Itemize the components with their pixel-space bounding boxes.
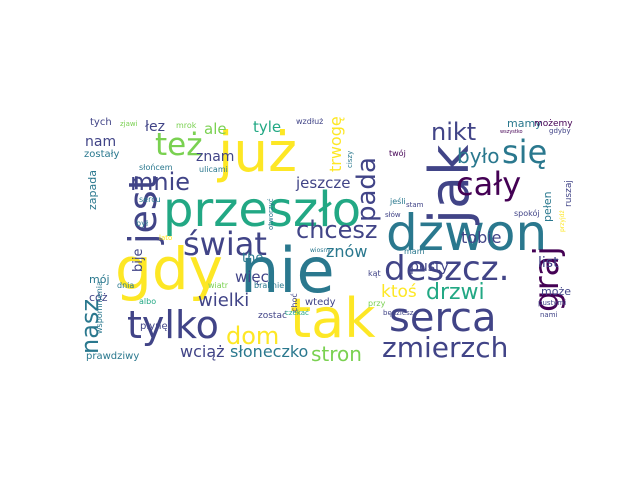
word-swiat: świat bbox=[183, 225, 267, 263]
word-sercu: sercu bbox=[139, 195, 161, 204]
word-mnie: mnie bbox=[130, 168, 191, 196]
word-tak: tak bbox=[290, 287, 376, 350]
word-zostaly: zostały bbox=[84, 149, 120, 160]
word-trwoge: trwogę bbox=[326, 116, 345, 172]
word-ulicami: ulicami bbox=[199, 165, 228, 174]
word-czekac: czekać bbox=[285, 309, 309, 317]
word-przyjdz: przyjdź bbox=[559, 210, 566, 232]
word-nam: nam bbox=[85, 134, 117, 150]
word-tobie: tobie bbox=[461, 228, 502, 247]
word-zmierzch: zmierzch bbox=[382, 331, 509, 364]
word-stron: stron bbox=[311, 342, 362, 366]
word-nikt: nikt bbox=[431, 118, 477, 146]
word-pusty: pusty bbox=[410, 259, 449, 275]
word-chcesz: chcesz bbox=[296, 216, 378, 244]
word-jeszcze: jeszcze bbox=[296, 174, 351, 192]
word-juz: już bbox=[218, 120, 298, 184]
word-pelen: pełen bbox=[541, 191, 554, 222]
word-albo: albo bbox=[139, 297, 157, 306]
word-zostac: zostać bbox=[258, 311, 287, 321]
word-sie: się bbox=[502, 133, 548, 171]
word-mamy: mamy bbox=[507, 117, 542, 130]
word-deszcz: deszcz. bbox=[384, 249, 510, 289]
word-wiatr: wiatr bbox=[208, 281, 229, 290]
word-tyle: tyle bbox=[253, 118, 282, 136]
word-jesli: jeśli bbox=[390, 197, 406, 206]
word-znam: znam bbox=[196, 149, 235, 165]
word-pada: pada bbox=[352, 157, 382, 222]
word-mozemy: możemy bbox=[534, 119, 573, 129]
word-stam: stam bbox=[406, 201, 424, 209]
word-plyne: płynę bbox=[140, 321, 168, 332]
word-wtedy: wtedy bbox=[305, 297, 336, 308]
word-dnia: dnia bbox=[117, 281, 135, 290]
word-sloneczko: słoneczko bbox=[230, 342, 309, 361]
word-serca: serca bbox=[389, 295, 497, 341]
word-mrok: mrok bbox=[176, 121, 197, 130]
word-moj: mój bbox=[89, 273, 110, 286]
word-braknie: braknie bbox=[254, 281, 285, 290]
word-wielki: wielki bbox=[198, 290, 250, 311]
word-ale: ale bbox=[204, 120, 227, 138]
word-przy: przy bbox=[368, 299, 386, 308]
word-wzdluz: wzdłuż bbox=[296, 117, 324, 126]
word-dom: dom bbox=[226, 322, 280, 350]
word-ruszaj: ruszaj bbox=[564, 180, 574, 207]
word-nie: nie bbox=[240, 234, 335, 307]
word-tych: tych bbox=[90, 117, 112, 128]
word-list: list bbox=[538, 255, 559, 271]
word-ktos: ktoś bbox=[381, 282, 417, 302]
word-tylko: tylko bbox=[127, 303, 219, 347]
word-gdy: gdy bbox=[115, 235, 223, 303]
word-wciaz: wciąż bbox=[180, 342, 225, 361]
word-choc: choć bbox=[290, 293, 299, 312]
word-wiec: więc bbox=[235, 268, 269, 286]
word-bije: bije bbox=[131, 248, 146, 272]
word-spokoj: spokój bbox=[514, 209, 540, 218]
word-slonecem: słońcem bbox=[139, 163, 173, 172]
word-slow: słów bbox=[385, 211, 401, 219]
word-nami: nami bbox=[540, 311, 558, 319]
word-coz: cóż bbox=[89, 291, 108, 304]
word-mam: mam bbox=[404, 247, 425, 256]
word-dzwon: dzwon bbox=[386, 204, 548, 262]
word-gdyby: gdyby bbox=[549, 127, 571, 135]
word-wszystko: wszystko bbox=[500, 129, 523, 135]
word-zjawi: zjawi bbox=[120, 120, 138, 128]
word-drzwi: drzwi bbox=[426, 280, 485, 305]
word-the: the bbox=[242, 251, 264, 266]
word-byl: był bbox=[136, 219, 149, 228]
word-moze: może bbox=[541, 285, 571, 298]
word-przeszlo: przeszło bbox=[163, 182, 362, 238]
word-ciszy: ciszy bbox=[346, 150, 354, 168]
word-lato: lato bbox=[159, 234, 173, 242]
word-prawdziwy: prawdziwy bbox=[86, 351, 140, 362]
word-otworzyc: otworzyć bbox=[267, 198, 275, 230]
word-bedziesz: będziesz bbox=[383, 309, 414, 317]
word-zapada: zapada bbox=[86, 170, 99, 210]
word-pustymi: pustymi bbox=[538, 299, 567, 307]
word-lez: łez bbox=[145, 119, 165, 135]
word-tez: też bbox=[155, 127, 203, 163]
word-bylo: było bbox=[457, 144, 500, 168]
word-wiosny: wiosny bbox=[310, 247, 331, 254]
word-znow: znów bbox=[326, 242, 368, 261]
word-caly: cały bbox=[456, 165, 522, 203]
word-twoj: twój bbox=[389, 149, 406, 158]
word-kat: kąt bbox=[368, 269, 381, 278]
word-wspomnienia: wspomnienia bbox=[95, 281, 104, 334]
